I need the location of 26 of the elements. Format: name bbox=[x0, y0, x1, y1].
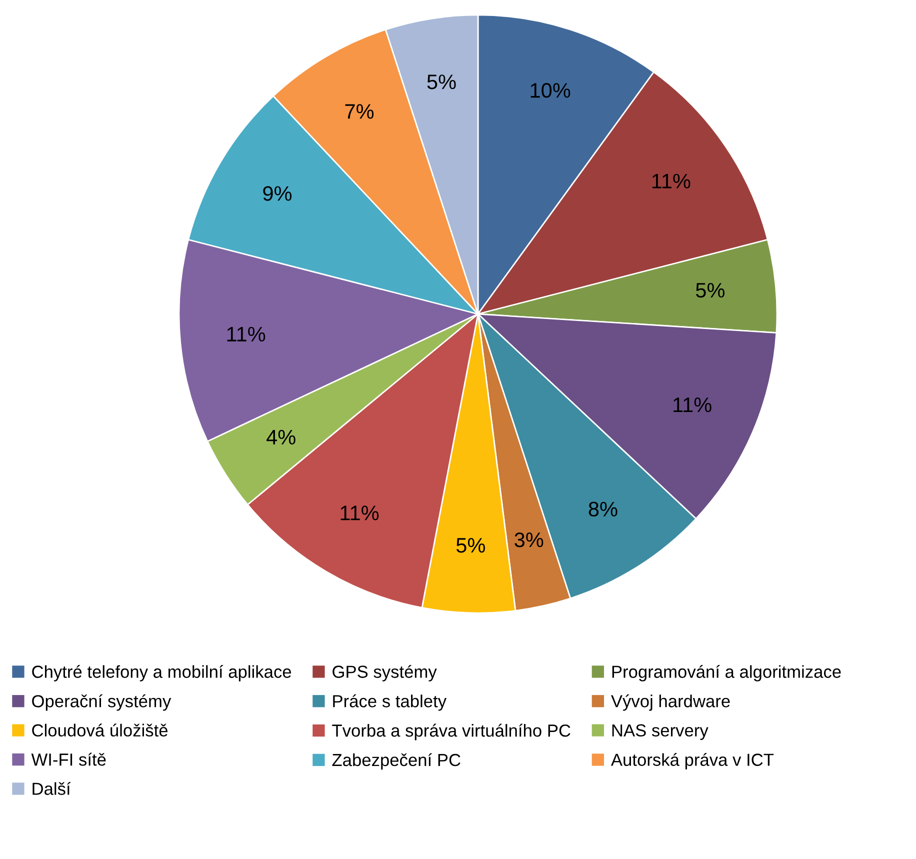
data-label: 7% bbox=[345, 104, 374, 119]
legend-label: Další bbox=[32, 782, 71, 795]
data-label: 8% bbox=[588, 502, 618, 517]
data-label: 3% bbox=[514, 532, 544, 548]
legend-label: GPS systémy bbox=[332, 664, 437, 682]
data-label: 9% bbox=[263, 186, 292, 201]
data-label: 11% bbox=[652, 174, 690, 188]
legend-label: Operační systémy bbox=[32, 694, 172, 711]
legend-label: Zabezpečení PC bbox=[332, 753, 460, 770]
legend-label: Práce s tablety bbox=[333, 694, 447, 711]
data-label: 11% bbox=[340, 506, 379, 520]
legend-label: WI-FI sítě bbox=[31, 752, 106, 766]
data-label: 11% bbox=[674, 398, 712, 412]
data-label: 4% bbox=[266, 430, 296, 444]
legend-label: Tvorba a správa virtuálního PC bbox=[332, 724, 570, 740]
data-label: 5% bbox=[427, 74, 456, 90]
data-label: 5% bbox=[696, 282, 725, 298]
legend-label: Cloudová úložiště bbox=[32, 724, 168, 737]
legend-label: Vývoj hardware bbox=[611, 694, 730, 711]
legend-label: Programování a algoritmizace bbox=[612, 664, 841, 682]
data-label: 11% bbox=[227, 326, 266, 342]
data-label: 5% bbox=[456, 538, 485, 553]
legend-label: NAS servery bbox=[612, 724, 708, 740]
legend-label: Chytré telefony a mobilní aplikace bbox=[32, 664, 292, 682]
legend-label: Autorská práva v ICT bbox=[610, 753, 774, 770]
data-label: 10% bbox=[530, 83, 570, 98]
